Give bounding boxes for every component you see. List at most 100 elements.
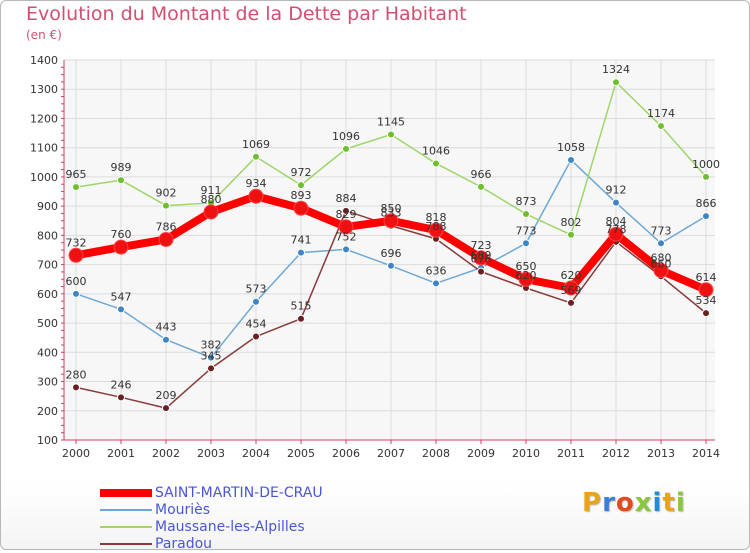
data-label-mouries: 741 — [291, 234, 312, 247]
x-tick-label: 2012 — [602, 447, 630, 460]
logo-letter: i — [652, 488, 663, 518]
data-label-paradou: 246 — [111, 378, 132, 391]
data-point-maussane-les-alpilles — [252, 152, 260, 161]
y-tick-label: 1400 — [30, 54, 58, 67]
data-label-saint-martin-de-crau: 804 — [606, 215, 627, 228]
data-point-mouries — [612, 198, 620, 207]
x-tick-label: 2000 — [62, 447, 90, 460]
logo-letter: r — [602, 488, 616, 518]
data-point-maussane-les-alpilles — [702, 172, 710, 181]
data-label-saint-martin-de-crau: 893 — [291, 189, 312, 202]
data-label-saint-martin-de-crau: 620 — [561, 269, 582, 282]
data-label-saint-martin-de-crau: 934 — [246, 177, 267, 190]
x-tick-label: 2009 — [467, 447, 495, 460]
data-point-saint-martin-de-crau — [473, 250, 489, 266]
data-point-maussane-les-alpilles — [432, 159, 440, 168]
x-tick-label: 2014 — [692, 447, 720, 460]
logo-letter: P — [582, 488, 603, 518]
y-tick-label: 300 — [37, 376, 58, 389]
data-point-maussane-les-alpilles — [567, 230, 575, 239]
data-label-mouries: 443 — [156, 321, 177, 334]
data-label-mouries: 752 — [336, 230, 357, 243]
chart-title: Evolution du Montant de la Dette par Hab… — [26, 3, 467, 25]
data-point-paradou — [252, 332, 260, 341]
data-label-maussane-les-alpilles: 1145 — [377, 116, 405, 129]
data-label-saint-martin-de-crau: 818 — [426, 211, 447, 224]
x-tick-label: 2003 — [197, 447, 225, 460]
y-tick-label: 700 — [37, 259, 58, 272]
data-label-mouries: 382 — [201, 339, 222, 352]
series-lines — [68, 78, 714, 413]
data-point-paradou — [567, 298, 575, 307]
data-point-mouries — [117, 305, 125, 314]
chart-unit: (en €) — [26, 28, 62, 42]
data-label-mouries: 912 — [606, 184, 627, 197]
data-point-mouries — [387, 261, 395, 270]
data-label-saint-martin-de-crau: 829 — [336, 208, 357, 221]
data-label-paradou: 280 — [66, 368, 87, 381]
x-tick-label: 2002 — [152, 447, 180, 460]
data-label-saint-martin-de-crau: 786 — [156, 220, 177, 233]
y-tick-label: 1200 — [30, 112, 58, 125]
data-point-saint-martin-de-crau — [293, 200, 309, 216]
data-label-maussane-les-alpilles: 1174 — [647, 107, 675, 120]
data-point-saint-martin-de-crau — [113, 239, 129, 255]
data-label-saint-martin-de-crau: 680 — [651, 251, 672, 264]
data-label-paradou: 884 — [336, 192, 357, 205]
data-label-maussane-les-alpilles: 966 — [471, 168, 492, 181]
data-point-mouries — [342, 245, 350, 254]
x-tick-label: 2004 — [242, 447, 270, 460]
x-tick-label: 2006 — [332, 447, 360, 460]
data-point-paradou — [342, 206, 350, 215]
data-label-saint-martin-de-crau: 850 — [381, 202, 402, 215]
data-point-mouries — [567, 155, 575, 164]
data-label-mouries: 689 — [471, 249, 492, 262]
data-point-saint-martin-de-crau — [608, 226, 624, 242]
data-label-mouries: 547 — [111, 290, 132, 303]
x-tick-label: 2008 — [422, 447, 450, 460]
data-point-saint-martin-de-crau — [383, 213, 399, 229]
data-label-maussane-les-alpilles: 1324 — [602, 63, 630, 76]
data-point-saint-martin-de-crau — [338, 219, 354, 235]
data-label-maussane-les-alpilles: 873 — [516, 195, 537, 208]
data-point-paradou — [72, 383, 80, 392]
data-label-paradou: 620 — [516, 269, 537, 282]
data-label-mouries: 600 — [66, 275, 87, 288]
data-label-paradou: 788 — [426, 220, 447, 233]
data-point-mouries — [432, 279, 440, 288]
data-point-saint-martin-de-crau — [698, 282, 714, 298]
data-label-maussane-les-alpilles: 989 — [111, 161, 132, 174]
data-point-maussane-les-alpilles — [387, 130, 395, 139]
data-point-paradou — [297, 314, 305, 323]
legend-swatch — [100, 543, 152, 545]
data-point-saint-martin-de-crau — [203, 204, 219, 220]
data-label-mouries: 1058 — [557, 141, 585, 154]
data-label-saint-martin-de-crau: 760 — [111, 228, 132, 241]
data-label-paradou: 515 — [291, 300, 312, 313]
x-tick-label: 2007 — [377, 447, 405, 460]
data-point-maussane-les-alpilles — [657, 122, 665, 131]
data-point-paradou — [207, 364, 215, 373]
logo-letter: x — [634, 488, 653, 518]
data-label-paradou: 660 — [651, 257, 672, 270]
legend-swatch — [100, 509, 152, 511]
data-point-saint-martin-de-crau — [428, 222, 444, 238]
data-label-maussane-les-alpilles: 902 — [156, 187, 177, 200]
data-point-maussane-les-alpilles — [117, 176, 125, 185]
data-point-mouries — [522, 239, 530, 248]
data-point-mouries — [162, 335, 170, 344]
data-label-maussane-les-alpilles: 965 — [66, 168, 87, 181]
data-label-mouries: 696 — [381, 247, 402, 260]
data-point-saint-martin-de-crau — [248, 188, 264, 204]
data-point-maussane-les-alpilles — [342, 144, 350, 153]
legend-label: Paradou — [155, 536, 213, 552]
data-label-paradou: 534 — [696, 294, 717, 307]
data-label-maussane-les-alpilles: 802 — [561, 216, 582, 229]
data-label-mouries: 573 — [246, 283, 267, 296]
data-point-mouries — [207, 353, 215, 362]
legend-label: Maussane-les-Alpilles — [155, 519, 305, 535]
y-tick-label: 1300 — [30, 83, 58, 96]
y-tick-label: 1000 — [30, 171, 58, 184]
data-label-paradou: 209 — [156, 389, 177, 402]
